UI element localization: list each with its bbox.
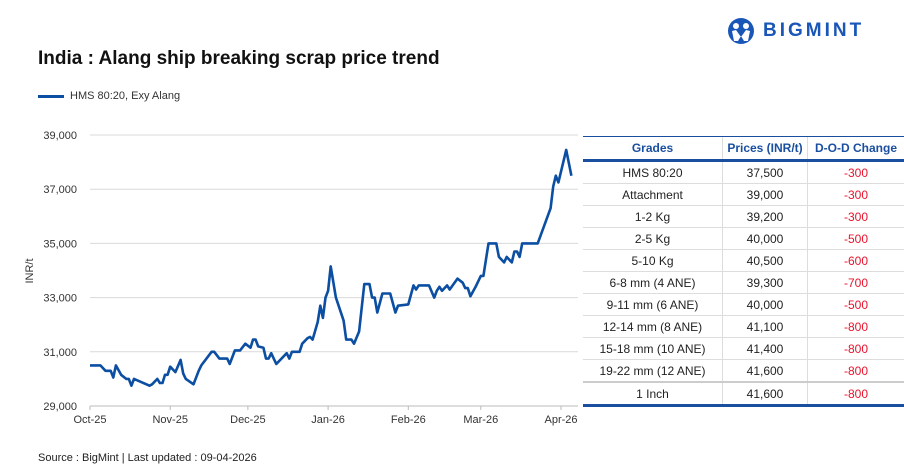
bigmint-logo-icon: [728, 18, 754, 44]
grade-cell: 12-14 mm (8 ANE): [583, 315, 723, 338]
brand-name: BIGMINT: [763, 20, 865, 41]
table-row: Attachment 39,000 -300: [583, 183, 904, 206]
price-table: Grades Prices (INR/t) D-O-D Change HMS 80:…: [583, 136, 904, 407]
change-cell: -500: [807, 293, 904, 316]
change-cell: -500: [807, 227, 904, 250]
price-cell: 39,000: [722, 183, 808, 206]
x-tick-label: Feb-26: [391, 414, 426, 426]
y-tick-label: 33,000: [43, 293, 77, 305]
y-axis-label: INR/t: [24, 258, 36, 283]
price-cell: 41,400: [722, 337, 808, 360]
grade-cell: 1 Inch: [583, 381, 723, 407]
series-line-hms-80-20: [90, 148, 573, 387]
change-cell: -600: [807, 249, 904, 272]
price-cell: 40,000: [722, 293, 808, 316]
table-row: 15-18 mm (10 ANE) 41,400 -800: [583, 337, 904, 360]
chart-legend: HMS 80:20, Exy Alang: [38, 90, 180, 102]
legend-swatch: [38, 94, 64, 98]
table-row: 12-14 mm (8 ANE) 41,100 -800: [583, 315, 904, 338]
grade-cell: Attachment: [583, 183, 723, 206]
grade-cell: 15-18 mm (10 ANE): [583, 337, 723, 360]
x-tick-label: Mar-26: [463, 414, 498, 426]
source-note: Source : BigMint | Last updated : 09-04-…: [38, 452, 257, 464]
y-tick-label: 35,000: [43, 238, 77, 250]
y-tick-label: 31,000: [43, 347, 77, 359]
grade-cell: 6-8 mm (4 ANE): [583, 271, 723, 294]
table-row: 1-2 Kg 39,200 -300: [583, 205, 904, 228]
x-tick-label: Nov-25: [152, 414, 187, 426]
change-cell: -300: [807, 183, 904, 206]
grade-cell: 5-10 Kg: [583, 249, 723, 272]
price-cell: 40,500: [722, 249, 808, 272]
x-tick-label: Jan-26: [311, 414, 345, 426]
x-tick-label: Apr-26: [544, 414, 577, 426]
grade-cell: 1-2 Kg: [583, 205, 723, 228]
price-cell: 41,600: [722, 381, 808, 407]
price-cell: 40,000: [722, 227, 808, 250]
legend-label: HMS 80:20, Exy Alang: [70, 90, 181, 102]
column-header: Grades: [583, 136, 723, 162]
bigmint-logo: BIGMINT: [727, 17, 864, 45]
change-cell: -700: [807, 271, 904, 294]
x-tick-label: Dec-25: [230, 414, 265, 426]
price-cell: 37,500: [722, 160, 808, 184]
y-tick-label: 39,000: [43, 130, 77, 142]
grade-cell: 2-5 Kg: [583, 227, 723, 250]
y-tick-label: 29,000: [43, 401, 77, 413]
table-row: 1 Inch 41,600 -800: [583, 381, 904, 407]
change-cell: -800: [807, 359, 904, 383]
x-tick-label: Oct-25: [73, 414, 106, 426]
table-row: HMS 80:20 37,500 -300: [583, 160, 904, 184]
change-cell: -300: [807, 160, 904, 184]
price-cell: 41,600: [722, 359, 808, 383]
price-cell: 41,100: [722, 315, 808, 338]
change-cell: -800: [807, 315, 904, 338]
change-cell: -300: [807, 205, 904, 228]
change-cell: -800: [807, 337, 904, 360]
table-row: 2-5 Kg 40,000 -500: [583, 227, 904, 250]
table-row: 6-8 mm (4 ANE) 39,300 -700: [583, 271, 904, 294]
grade-cell: 19-22 mm (12 ANE): [583, 359, 723, 383]
price-cell: 39,200: [722, 205, 808, 228]
price-cell: 39,300: [722, 271, 808, 294]
table-row: 5-10 Kg 40,500 -600: [583, 249, 904, 272]
grade-cell: HMS 80:20: [583, 160, 723, 184]
change-cell: -800: [807, 381, 904, 407]
grade-cell: 9-11 mm (6 ANE): [583, 293, 723, 316]
table-row: 19-22 mm (12 ANE) 41,600 -800: [583, 359, 904, 383]
column-header: D-O-D Change: [807, 136, 904, 162]
y-tick-label: 37,000: [43, 184, 77, 196]
table-row: 9-11 mm (6 ANE) 40,000 -500: [583, 293, 904, 316]
column-header: Prices (INR/t): [722, 136, 808, 162]
chart-title: India : Alang ship breaking scrap price …: [38, 48, 440, 69]
